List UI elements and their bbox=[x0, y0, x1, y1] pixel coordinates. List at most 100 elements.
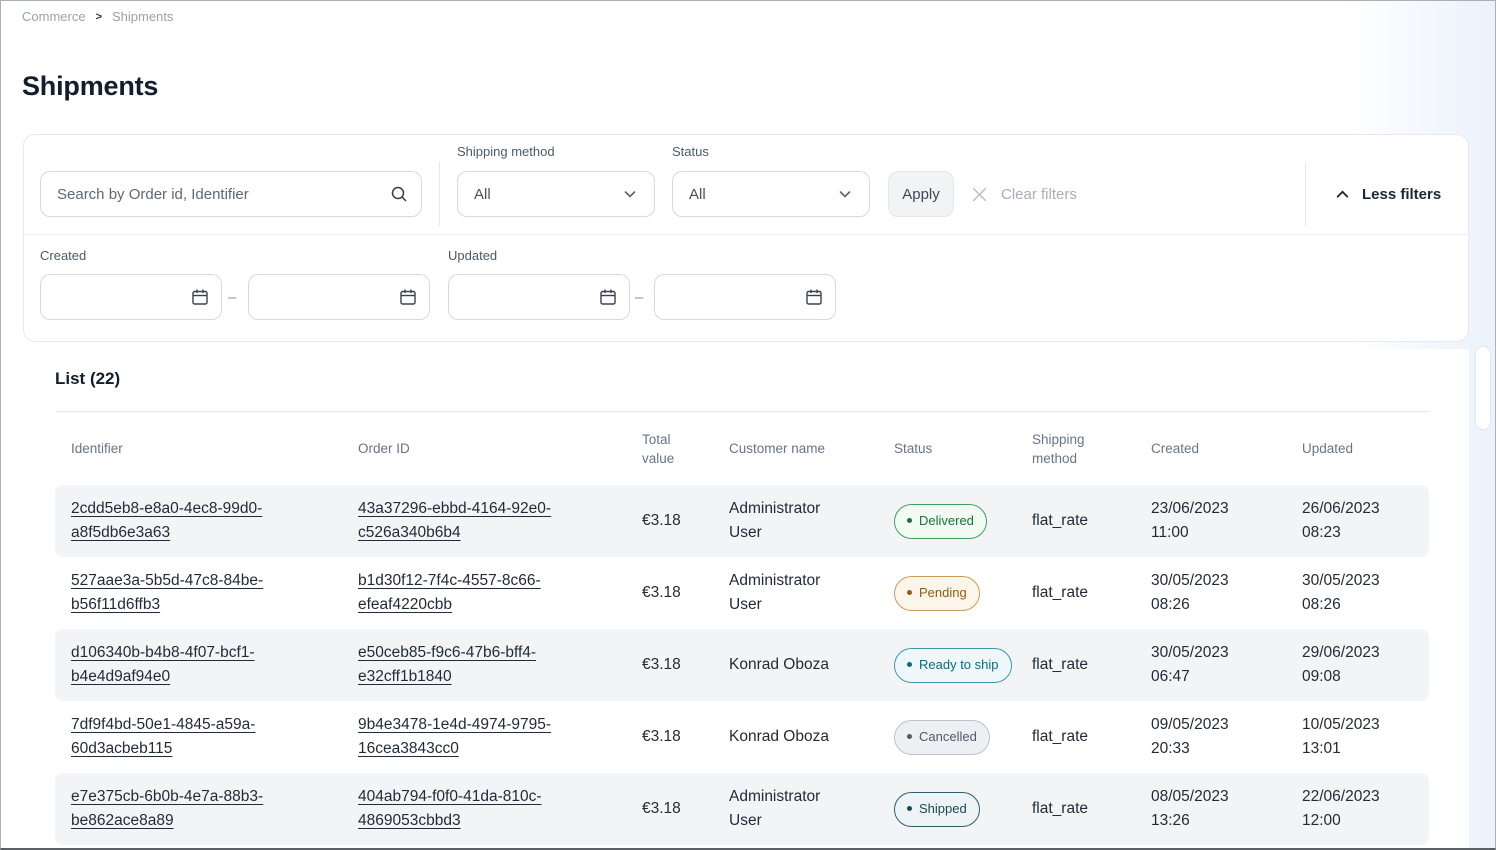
column-header-created: Created bbox=[1151, 441, 1200, 456]
customer-name: Konrad Oboza bbox=[729, 728, 829, 745]
column-header-updated: Updated bbox=[1302, 441, 1354, 456]
date-range-dash: – bbox=[635, 289, 644, 306]
table-row: 2cdd5eb8-e8a0-4ec8-99d0-a8f5db6e3a63 43a… bbox=[55, 485, 1429, 557]
less-filters-label: Less filters bbox=[1362, 185, 1442, 203]
chevron-down-icon bbox=[837, 186, 853, 202]
breadcrumb: Commerce > Shipments bbox=[22, 9, 173, 24]
created-from-input[interactable] bbox=[40, 274, 222, 320]
filter-row-divider bbox=[24, 234, 1468, 235]
status-badge: Ready to ship bbox=[894, 647, 1012, 683]
order-id-link[interactable]: e50ceb85-f9c6-47b6-bff4-e32cff1b1840 bbox=[358, 644, 537, 685]
page-title: Shipments bbox=[22, 71, 159, 101]
breadcrumb-shipments[interactable]: Shipments bbox=[112, 9, 174, 24]
identifier-link[interactable]: 2cdd5eb8-e8a0-4ec8-99d0-a8f5db6e3a63 bbox=[71, 500, 263, 541]
status-label: Delivered bbox=[919, 512, 974, 528]
shipments-list: List (22) Identifier Order ID Total valu… bbox=[23, 349, 1469, 848]
breadcrumb-commerce[interactable]: Commerce bbox=[22, 9, 86, 24]
clear-filters-button[interactable]: Clear filters bbox=[970, 171, 1077, 217]
less-filters-button[interactable]: Less filters bbox=[1334, 171, 1441, 217]
status-dot-icon bbox=[907, 518, 912, 523]
created-filter-label: Created bbox=[40, 248, 87, 263]
status-badge: Shipped bbox=[894, 791, 980, 827]
calendar-icon[interactable] bbox=[190, 287, 210, 307]
identifier-link[interactable]: d106340b-b4b8-4f07-bcf1-b4e4d9af94e0 bbox=[71, 644, 255, 685]
table-header: Identifier Order ID Total value Customer… bbox=[55, 412, 1429, 485]
breadcrumb-separator-icon: > bbox=[95, 10, 103, 23]
chevron-up-icon bbox=[1334, 186, 1351, 203]
created-at: 09/05/2023 20:33 bbox=[1151, 716, 1229, 757]
status-dot-icon bbox=[907, 734, 912, 739]
chevron-down-icon bbox=[622, 186, 638, 202]
created-at: 30/05/2023 06:47 bbox=[1151, 644, 1229, 685]
customer-name: Administrator User bbox=[729, 500, 821, 541]
shipping-method: flat_rate bbox=[1032, 512, 1089, 529]
calendar-icon[interactable] bbox=[398, 287, 418, 307]
total-value: €3.18 bbox=[642, 512, 681, 529]
shipping-method-select[interactable]: All bbox=[457, 171, 655, 217]
identifier-link[interactable]: e7e375cb-6b0b-4e7a-88b3-be862ace8a89 bbox=[71, 788, 264, 829]
column-header-customer-name: Customer name bbox=[729, 441, 826, 456]
updated-to-field bbox=[654, 274, 836, 320]
order-id-link[interactable]: b1d30f12-7f4c-4557-8c66-efeaf4220cbb bbox=[358, 572, 541, 613]
updated-at: 30/05/2023 08:26 bbox=[1302, 572, 1380, 613]
shipping-method-value: All bbox=[474, 185, 491, 203]
identifier-link[interactable]: 7df9f4bd-50e1-4845-a59a-60d3acbeb115 bbox=[71, 716, 256, 757]
updated-at: 29/06/2023 09:08 bbox=[1302, 644, 1380, 685]
status-dot-icon bbox=[907, 662, 912, 667]
order-id-link[interactable]: 404ab794-f0f0-41da-810c-4869053cbbd3 bbox=[358, 788, 542, 829]
status-badge: Cancelled bbox=[894, 719, 990, 755]
filters-panel: Shipping method All Status All Apply bbox=[23, 134, 1469, 342]
search-icon bbox=[389, 184, 409, 204]
shipping-method: flat_rate bbox=[1032, 656, 1089, 673]
shipping-method: flat_rate bbox=[1032, 800, 1089, 817]
table-row: e7e375cb-6b0b-4e7a-88b3-be862ace8a89 404… bbox=[55, 773, 1429, 845]
calendar-icon[interactable] bbox=[598, 287, 618, 307]
status-badge: Pending bbox=[894, 575, 980, 611]
status-value: All bbox=[689, 185, 706, 203]
shipping-method: flat_rate bbox=[1032, 584, 1089, 601]
status-label: Pending bbox=[919, 584, 967, 600]
total-value: €3.18 bbox=[642, 728, 681, 745]
filter-divider bbox=[1305, 162, 1306, 226]
status-dot-icon bbox=[907, 590, 912, 595]
apply-button[interactable]: Apply bbox=[888, 171, 954, 217]
created-at: 23/06/2023 11:00 bbox=[1151, 500, 1229, 541]
search-field bbox=[40, 171, 422, 217]
calendar-icon[interactable] bbox=[804, 287, 824, 307]
created-at: 08/05/2023 13:26 bbox=[1151, 788, 1229, 829]
updated-filter-label: Updated bbox=[448, 248, 498, 263]
status-badge: Delivered bbox=[894, 503, 987, 539]
updated-at: 22/06/2023 12:00 bbox=[1302, 788, 1380, 829]
created-at: 30/05/2023 08:26 bbox=[1151, 572, 1229, 613]
status-label: Status bbox=[672, 144, 709, 159]
status-dot-icon bbox=[907, 806, 912, 811]
list-divider bbox=[55, 411, 1429, 412]
updated-at: 10/05/2023 13:01 bbox=[1302, 716, 1380, 757]
updated-from-field bbox=[448, 274, 630, 320]
identifier-link[interactable]: 527aae3a-5b5d-47c8-84be-b56f11d6ffb3 bbox=[71, 572, 264, 613]
order-id-link[interactable]: 43a37296-ebbd-4164-92e0-c526a340b6b4 bbox=[358, 500, 552, 541]
total-value: €3.18 bbox=[642, 584, 681, 601]
column-header-status: Status bbox=[894, 441, 933, 456]
created-to-field bbox=[248, 274, 430, 320]
column-header-order-id: Order ID bbox=[358, 441, 410, 456]
updated-to-input[interactable] bbox=[654, 274, 836, 320]
list-title: List (22) bbox=[55, 369, 121, 388]
status-select[interactable]: All bbox=[672, 171, 870, 217]
order-id-link[interactable]: 9b4e3478-1e4d-4974-9795-16cea3843cc0 bbox=[358, 716, 552, 757]
scrollbar-thumb[interactable] bbox=[1476, 347, 1490, 429]
status-label: Cancelled bbox=[919, 728, 977, 744]
updated-from-input[interactable] bbox=[448, 274, 630, 320]
table-row: d106340b-b4b8-4f07-bcf1-b4e4d9af94e0 e50… bbox=[55, 629, 1429, 701]
status-label: Ready to ship bbox=[919, 656, 999, 672]
shipping-method: flat_rate bbox=[1032, 728, 1089, 745]
customer-name: Konrad Oboza bbox=[729, 656, 829, 673]
created-from-field bbox=[40, 274, 222, 320]
table-row: 527aae3a-5b5d-47c8-84be-b56f11d6ffb3 b1d… bbox=[55, 557, 1429, 629]
table-body: 2cdd5eb8-e8a0-4ec8-99d0-a8f5db6e3a63 43a… bbox=[55, 485, 1429, 845]
column-header-identifier: Identifier bbox=[71, 441, 123, 456]
search-input[interactable] bbox=[40, 171, 422, 217]
created-to-input[interactable] bbox=[248, 274, 430, 320]
date-range-dash: – bbox=[228, 289, 237, 306]
